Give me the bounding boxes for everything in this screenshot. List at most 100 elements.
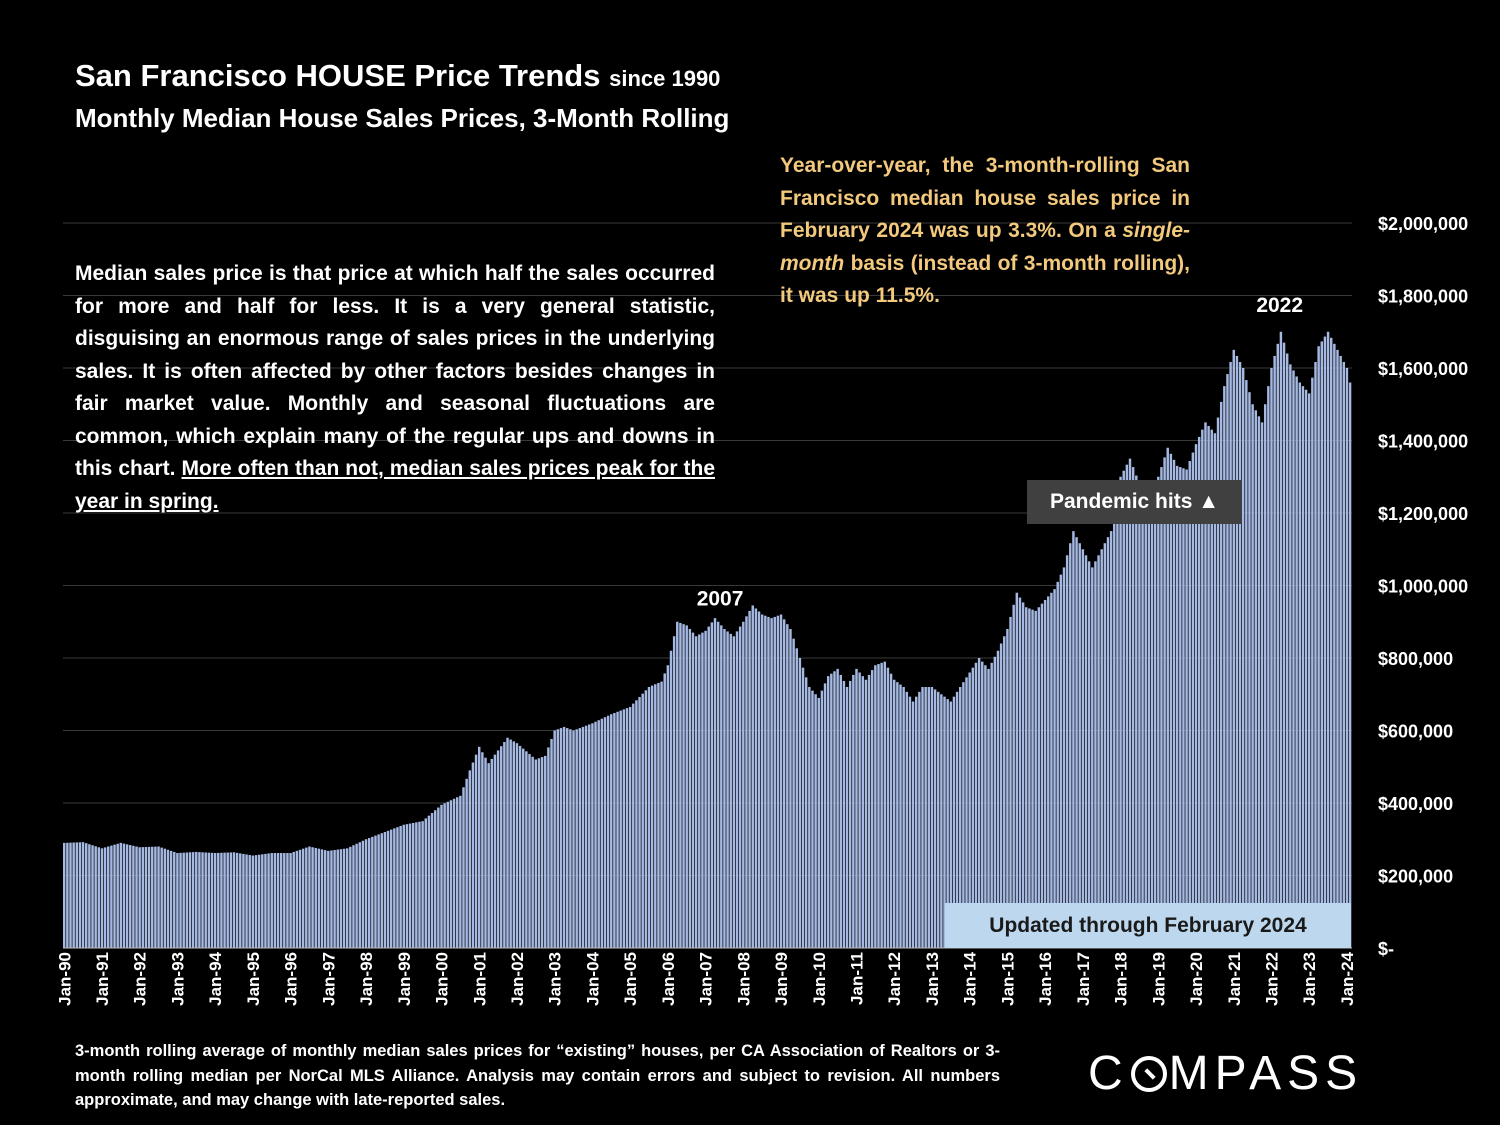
bar: [547, 747, 550, 948]
bar: [1094, 561, 1097, 948]
bar: [732, 636, 736, 948]
bar: [918, 691, 921, 948]
x-tick-label: Jan-03: [546, 952, 565, 1006]
bar: [804, 677, 808, 948]
bar: [949, 701, 953, 948]
bar: [295, 850, 299, 948]
bar: [556, 729, 560, 948]
x-tick-label: Jan-11: [848, 952, 867, 1005]
bar: [1103, 543, 1107, 948]
bar: [943, 696, 946, 948]
bar: [1336, 349, 1339, 949]
bar: [402, 824, 405, 948]
bar: [301, 848, 305, 948]
bar: [940, 694, 943, 948]
bar: [1207, 426, 1210, 948]
bar: [584, 725, 588, 948]
bar: [500, 746, 503, 948]
bar: [1317, 346, 1320, 948]
bar: [1131, 467, 1135, 948]
bar: [122, 843, 126, 948]
bar: [1197, 436, 1201, 948]
bar: [628, 706, 632, 948]
bar: [902, 687, 905, 948]
bar: [1210, 429, 1213, 949]
bar: [125, 844, 129, 948]
bar: [833, 671, 836, 948]
bar: [292, 851, 295, 948]
bar: [990, 662, 993, 948]
year-annotation: 2022: [1256, 294, 1303, 317]
bar: [619, 710, 622, 948]
year-annotations: 2007 2022: [697, 294, 1303, 611]
bar: [908, 696, 912, 948]
bar: [946, 699, 949, 948]
x-tick-label: Jan-97: [319, 952, 338, 1006]
bar: [691, 632, 695, 949]
x-tick-label: Jan-99: [395, 952, 414, 1006]
bar: [1113, 513, 1116, 948]
bar: [814, 694, 817, 948]
bar: [845, 687, 849, 948]
bar: [553, 730, 556, 948]
bar: [308, 846, 311, 948]
y-tick-label: $400,000: [1378, 794, 1453, 814]
bar: [506, 737, 509, 948]
bar: [716, 621, 720, 948]
bar: [638, 696, 641, 948]
x-tick-label: Jan-91: [93, 952, 112, 1006]
bar: [254, 855, 258, 948]
bar: [575, 729, 578, 948]
bar: [157, 846, 160, 948]
bar: [515, 743, 519, 948]
bar: [518, 745, 522, 948]
bar: [509, 739, 512, 948]
bar: [999, 643, 1003, 948]
bar: [339, 849, 343, 948]
bar: [314, 847, 317, 948]
bar: [559, 728, 563, 948]
bar: [342, 848, 346, 948]
bar: [1015, 592, 1019, 948]
chart-title: San Francisco HOUSE Price Trends since 1…: [75, 58, 720, 94]
bar: [710, 622, 714, 948]
bar: [1009, 616, 1012, 948]
bar: [1267, 386, 1270, 949]
bar: [452, 798, 456, 948]
yoy-note: Year-over-year, the 3-month-rolling San …: [780, 150, 1190, 313]
bar: [1147, 494, 1151, 949]
bar: [229, 852, 233, 948]
bar: [81, 842, 85, 948]
bar: [867, 674, 871, 948]
bar: [676, 621, 679, 948]
bar: [1081, 549, 1085, 948]
bar: [1106, 537, 1110, 948]
yoy-note-part1: Year-over-year, the 3-month-rolling San …: [780, 154, 1190, 242]
bar: [201, 852, 204, 948]
bar: [773, 616, 776, 948]
bar: [1307, 393, 1311, 949]
bar: [176, 853, 179, 948]
bar: [471, 762, 475, 948]
bar: [1128, 458, 1132, 948]
bar: [889, 673, 893, 948]
bar: [358, 842, 361, 948]
bar: [430, 812, 434, 948]
title-since: since 1990: [609, 66, 721, 91]
updated-label: Updated through February 2024: [945, 903, 1351, 948]
logo-rest: MPASS: [1168, 1047, 1364, 1100]
bar: [440, 804, 443, 948]
bar: [1043, 600, 1047, 948]
bar: [386, 830, 390, 948]
y-tick-label: $-: [1378, 939, 1394, 959]
bar: [1320, 341, 1324, 948]
bar: [273, 853, 277, 948]
bar: [616, 711, 619, 948]
bar: [1097, 555, 1100, 948]
bar: [855, 668, 858, 949]
bar: [1119, 476, 1122, 948]
footnote: 3-month rolling average of monthly media…: [75, 1042, 1000, 1109]
bar: [864, 679, 868, 948]
bar: [1219, 401, 1223, 949]
bar: [188, 852, 192, 948]
